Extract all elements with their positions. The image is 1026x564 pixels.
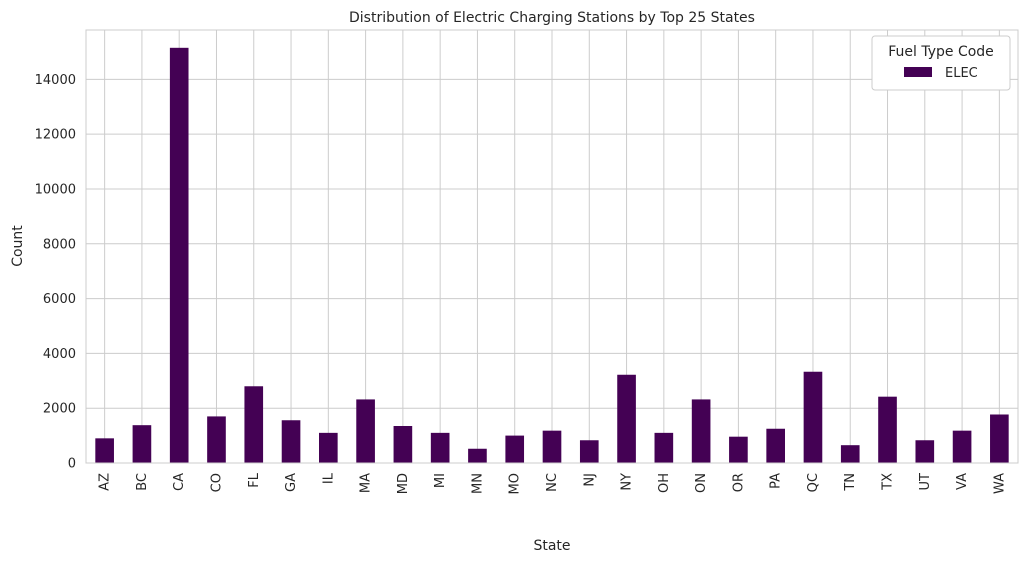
x-tick-label: NJ	[582, 473, 597, 487]
y-tick-label: 10000	[35, 182, 76, 197]
x-tick-label: BC	[135, 473, 150, 491]
x-tick-label: GA	[284, 473, 299, 492]
x-tick-label: MD	[396, 473, 411, 494]
bar-ut	[915, 440, 935, 463]
x-tick-label: MA	[359, 473, 374, 493]
y-tick-label: 6000	[43, 292, 76, 307]
bar-tn	[840, 445, 860, 463]
bar-pa	[766, 428, 785, 463]
legend-swatch	[904, 67, 932, 77]
bar-oh	[654, 432, 674, 463]
bar-ma	[356, 399, 375, 463]
bar-nc	[542, 430, 562, 463]
y-tick-label: 12000	[35, 128, 76, 143]
x-tick-label: CO	[209, 473, 224, 492]
bar-az	[95, 438, 114, 463]
legend-title: Fuel Type Code	[888, 44, 994, 60]
legend: Fuel Type Code ELEC	[871, 35, 1011, 91]
x-tick-label: OH	[657, 473, 672, 493]
x-tick-label: MI	[433, 473, 448, 488]
bar-tx	[878, 396, 897, 463]
x-tick-label: FL	[247, 472, 262, 487]
bar-co	[207, 416, 226, 463]
bar-ny	[617, 374, 636, 463]
bar-md	[393, 426, 413, 463]
bar-mi	[430, 432, 450, 463]
y-tick-labels: 0 2000 4000 6000 8000 10000 12000 14000	[35, 73, 76, 472]
bar-or	[729, 436, 748, 463]
bar-nj	[579, 440, 599, 463]
bar-mo	[505, 435, 525, 463]
bar-qc	[803, 371, 823, 463]
bar-fl	[244, 386, 264, 463]
bar-il	[319, 432, 338, 463]
x-tick-label: MO	[508, 473, 523, 494]
bar-bc	[132, 425, 152, 463]
bar-ga	[281, 420, 301, 463]
x-tick-label: IL	[321, 472, 336, 484]
legend-label: ELEC	[945, 66, 978, 81]
x-tick-label: TN	[843, 473, 858, 492]
y-tick-label: 14000	[35, 73, 76, 88]
bar-on	[691, 399, 711, 463]
bars	[95, 47, 1009, 463]
x-tick-label: CA	[172, 473, 187, 491]
x-tick-label: QC	[806, 473, 821, 492]
x-tick-label: VA	[955, 473, 970, 490]
bar-wa	[990, 414, 1009, 463]
x-tick-label: OR	[731, 473, 746, 492]
x-tick-label: AZ	[98, 473, 113, 491]
y-tick-label: 0	[68, 457, 76, 472]
y-tick-label: 8000	[43, 237, 76, 252]
x-axis-title: State	[533, 538, 570, 554]
chart-title: Distribution of Electric Charging Statio…	[349, 10, 755, 26]
x-tick-label: ON	[694, 473, 709, 493]
bar-ca	[169, 47, 189, 463]
x-tick-label: TX	[881, 473, 896, 491]
bar-mn	[468, 448, 487, 463]
bar-va	[952, 430, 972, 463]
x-tick-label: MN	[470, 473, 485, 494]
y-axis-title: Count	[10, 225, 26, 267]
plot-frame	[85, 29, 1019, 464]
x-tick-labels: AZ BC CA CO FL GA IL MA MD MI MN MO NC NJ NY OH ON OR PA QC…	[98, 472, 1008, 494]
x-tick-label: NC	[545, 473, 560, 492]
y-tick-label: 2000	[43, 402, 76, 417]
x-tick-label: NY	[620, 473, 635, 491]
x-tick-label: WA	[992, 473, 1007, 494]
y-tick-label: 4000	[43, 347, 76, 362]
x-tick-label: PA	[769, 473, 784, 489]
x-tick-label: UT	[918, 473, 933, 491]
